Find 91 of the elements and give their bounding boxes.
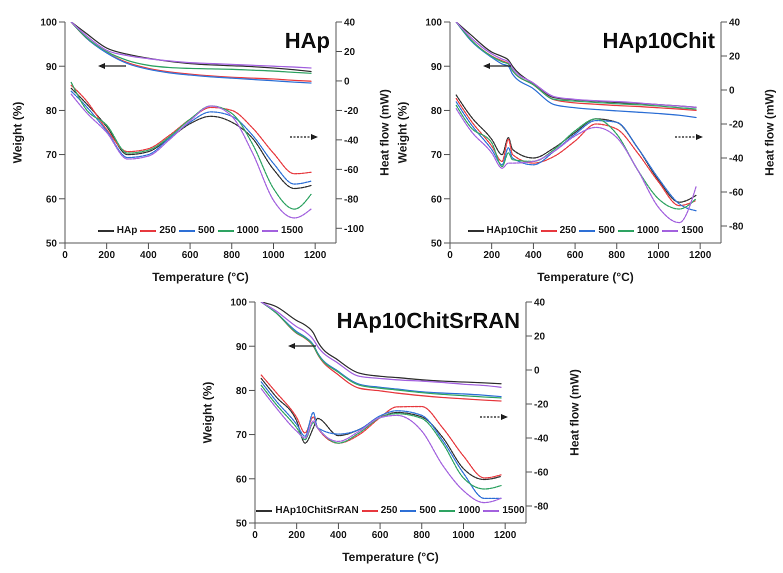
x-tick-label: 0 (62, 250, 68, 262)
x-tick-label: 400 (140, 250, 158, 262)
x-tick-label: 400 (525, 250, 542, 262)
y-tick-label: 80 (430, 106, 442, 117)
y-tick-label: 70 (430, 150, 442, 162)
x-tick-label: 0 (447, 250, 454, 262)
chart-title: HAp10Chit (602, 28, 715, 54)
legend-label: HAp10Chit (486, 225, 538, 236)
y2-tick-label: -80 (534, 502, 549, 513)
y2-axis-title: Heat flow (mW) (762, 89, 776, 176)
x-tick-label: 800 (608, 250, 626, 262)
line-series (70, 84, 312, 174)
x-axis-title: Temperature (°C) (537, 270, 634, 284)
legend-label: 500 (419, 505, 436, 516)
x-tick-label: 400 (330, 530, 348, 542)
y-tick-label: 100 (425, 18, 442, 29)
legend-label: 1500 (502, 505, 525, 516)
y2-tick-label: -20 (534, 400, 549, 411)
y-tick-label: 70 (236, 430, 248, 442)
x-tick-label: 1200 (494, 530, 517, 542)
y-axis-title: Weight (%) (395, 102, 410, 164)
y-tick-label: 90 (430, 62, 442, 73)
y-tick-label: 90 (46, 62, 58, 73)
line-series (70, 94, 312, 219)
y2-tick-label: -60 (344, 164, 359, 176)
x-tick-label: 800 (413, 530, 431, 542)
y-tick-label: 100 (40, 18, 58, 29)
x-tick-label: 1200 (689, 250, 712, 262)
x-tick-label: 1000 (647, 250, 670, 262)
legend-label: HAp10ChitSrRAN (275, 505, 359, 516)
y-tick-label: 70 (46, 150, 58, 162)
y2-tick-label: -20 (729, 120, 744, 131)
y2-axis-title: Heat flow (mW) (377, 89, 392, 176)
legend-label: 1500 (681, 225, 704, 236)
y-tick-label: 50 (430, 238, 442, 250)
y2-tick-label: 40 (534, 298, 546, 309)
legend-label: 1000 (458, 505, 480, 516)
y-tick-label: 60 (430, 194, 442, 206)
legend-label: 500 (198, 225, 215, 236)
y2-tick-label: 40 (344, 18, 356, 29)
x-tick-label: 0 (252, 530, 258, 542)
x-tick-label: 1200 (304, 250, 327, 262)
y-axis-title: Weight (%) (10, 102, 24, 164)
y-tick-label: 50 (236, 518, 248, 530)
chart-title: HAp10ChitSrRAN (336, 308, 520, 334)
legend-label: 1000 (236, 225, 259, 236)
y2-tick-label: 20 (344, 47, 356, 58)
line-series (70, 82, 312, 210)
x-tick-label: 200 (98, 250, 116, 262)
legend-label: 1000 (637, 225, 660, 236)
x-axis-title: Temperature (°C) (342, 550, 439, 564)
y2-tick-label: 20 (729, 52, 741, 63)
y2-tick-label: 40 (729, 18, 741, 29)
x-tick-label: 200 (288, 530, 306, 542)
legend-label: 1500 (280, 225, 304, 236)
y2-tick-label: -80 (344, 194, 359, 206)
y-tick-label: 90 (236, 342, 248, 353)
x-tick-label: 200 (483, 250, 500, 262)
y-tick-label: 80 (46, 106, 58, 117)
y2-tick-label: -40 (344, 135, 359, 146)
y-tick-label: 60 (236, 474, 248, 486)
x-tick-label: 800 (223, 250, 241, 262)
y2-tick-label: -60 (729, 188, 744, 199)
y2-tick-label: -60 (534, 468, 549, 479)
y2-tick-label: 0 (534, 366, 540, 377)
y-tick-label: 60 (46, 194, 58, 206)
chart-title: HAp (284, 28, 330, 54)
y-tick-label: 80 (236, 386, 248, 397)
x-tick-label: 600 (372, 530, 389, 542)
legend-label: 250 (159, 225, 176, 236)
y2-tick-label: -40 (729, 154, 744, 165)
y2-tick-label: -100 (344, 224, 364, 235)
y-axis-title: Weight (%) (200, 382, 214, 444)
y2-tick-label: 0 (729, 86, 735, 97)
x-axis-title: Temperature (°C) (152, 270, 249, 284)
y2-tick-label: 20 (534, 332, 546, 343)
x-tick-label: 600 (182, 250, 199, 262)
y2-tick-label: 0 (344, 76, 350, 88)
y2-tick-label: -40 (534, 434, 549, 445)
y2-tick-label: -80 (729, 222, 744, 233)
y2-axis-title: Heat flow (mW) (567, 369, 582, 456)
y2-tick-label: -20 (344, 106, 359, 117)
y-tick-label: 100 (230, 298, 248, 309)
legend-label: HAp (116, 225, 138, 236)
legend-label: 250 (380, 505, 398, 516)
legend-label: 250 (560, 225, 576, 236)
y-tick-label: 50 (46, 238, 58, 250)
x-tick-label: 1000 (262, 250, 286, 262)
legend-label: 500 (598, 225, 615, 236)
x-tick-label: 600 (566, 250, 584, 262)
x-tick-label: 1000 (452, 530, 476, 542)
